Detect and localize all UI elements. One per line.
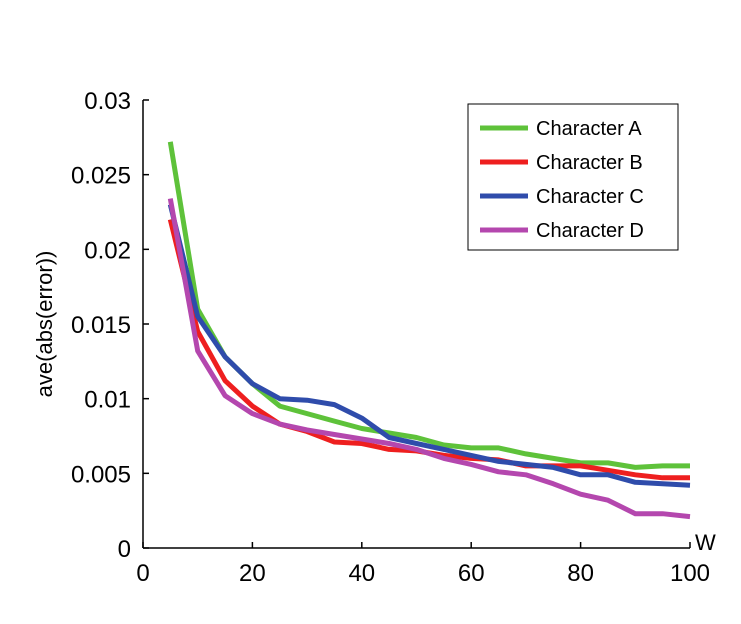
legend: Character A Character B Character C Charact… (467, 103, 679, 251)
legend-label: Character D (536, 220, 644, 242)
y-ticks: 0 0.005 0.01 0.015 0.02 0.025 0.03 (71, 88, 149, 563)
y-tick-label: 0.005 (71, 461, 131, 488)
y-tick-label: 0.01 (84, 387, 131, 414)
x-tick-label: 80 (567, 560, 594, 587)
x-tick-label: 100 (670, 560, 710, 587)
legend-label: Character B (536, 152, 643, 174)
x-tick-label: 0 (136, 560, 149, 587)
x-ticks: 0 20 40 60 80 100 (136, 542, 710, 587)
y-tick-label: 0.025 (71, 163, 131, 190)
series-line-character-c (167, 203, 691, 488)
y-tick-label: 0.015 (71, 312, 131, 339)
series-line-character-d (167, 198, 691, 520)
y-tick-label: 0.03 (84, 88, 131, 115)
y-tick-label: 0.02 (84, 237, 131, 264)
legend-label: Character C (536, 186, 644, 208)
x-axis-label: W (695, 530, 716, 555)
legend-items: Character A Character B Character C Charact… (480, 118, 644, 242)
y-tick-label: 0 (118, 536, 131, 563)
series-layer (167, 141, 691, 520)
x-tick-label: 60 (458, 560, 485, 587)
y-axis-label: ave(abs(error)) (32, 251, 57, 398)
x-tick-label: 20 (239, 560, 266, 587)
legend-label: Character A (536, 118, 642, 140)
legend-box (467, 103, 679, 251)
x-tick-label: 40 (348, 560, 375, 587)
